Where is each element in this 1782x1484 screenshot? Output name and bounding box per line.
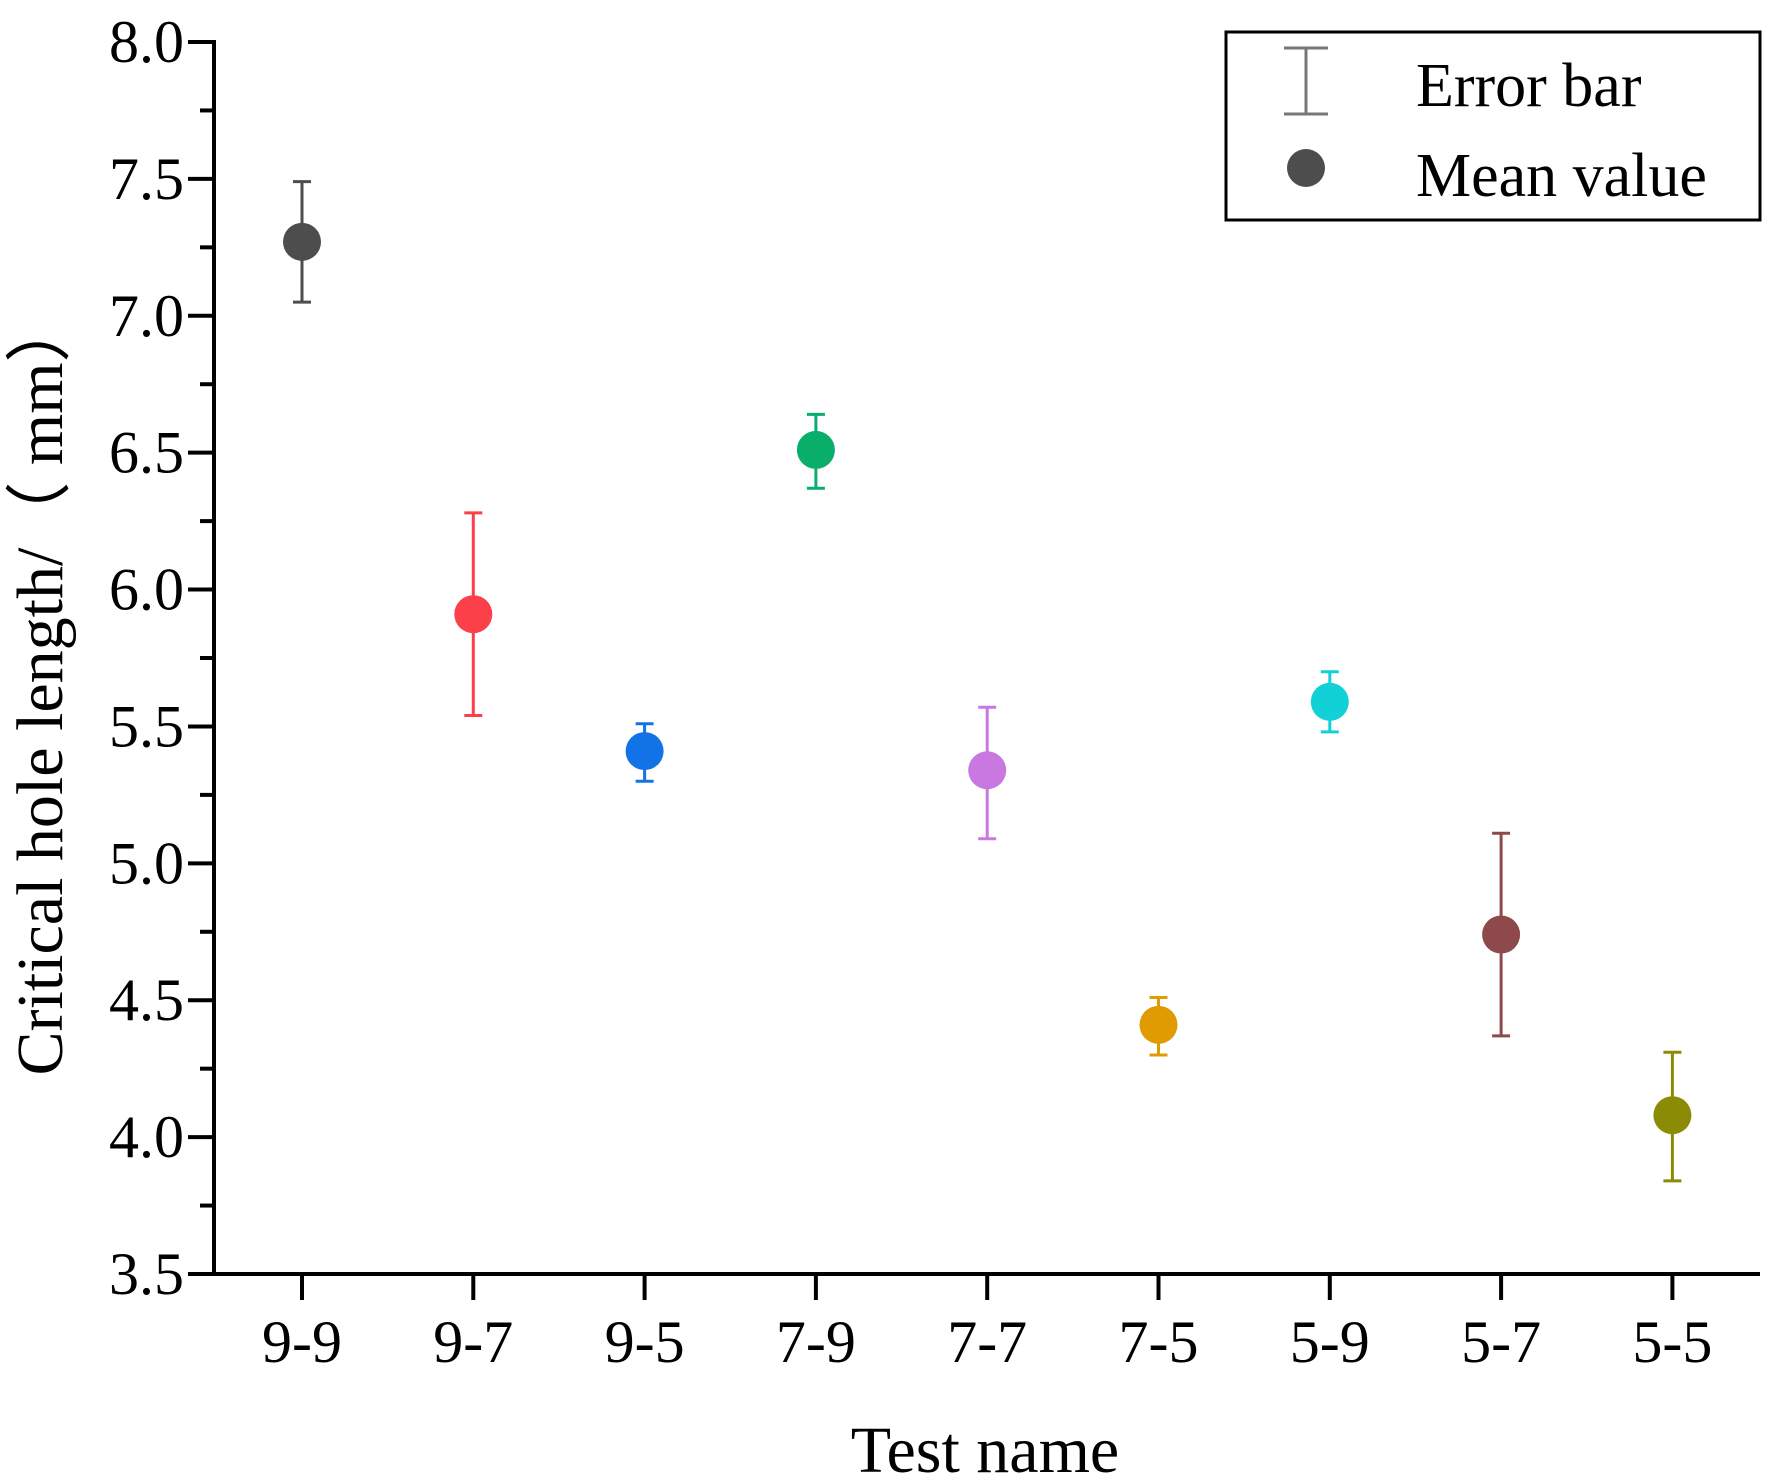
legend-error-bar-symbol — [1284, 46, 1328, 116]
y-axis: 3.5 4.0 4.5 5.0 5.5 6.0 6.5 7.0 7.5 8.0 — [109, 9, 216, 1307]
mean-marker — [796, 430, 835, 469]
y-tick-label: 5.0 — [109, 830, 184, 896]
data-point-5-5 — [1653, 1050, 1692, 1183]
legend-label-mean-value: Mean value — [1416, 142, 1707, 210]
y-tick-label: 5.5 — [109, 693, 184, 759]
data-point-9-9 — [283, 180, 321, 304]
mean-marker — [283, 222, 321, 261]
data-point-5-9 — [1310, 670, 1349, 734]
plot-marks — [283, 180, 1692, 1183]
legend-label-error-bar: Error bar — [1416, 52, 1642, 120]
y-tick-label: 4.5 — [109, 967, 184, 1033]
x-tick-label: 9-5 — [605, 1309, 685, 1375]
y-tick-label: 3.5 — [109, 1241, 184, 1307]
y-axis-title: Critical hole length/（ mm） — [4, 296, 77, 1075]
x-tick-label: 9-9 — [262, 1309, 342, 1375]
data-point-9-7 — [454, 511, 493, 717]
x-tick-label: 5-7 — [1461, 1309, 1541, 1375]
x-tick-label: 9-7 — [433, 1309, 513, 1375]
mean-marker — [454, 595, 493, 634]
legend-box — [1224, 30, 1762, 222]
y-tick-label: 4.0 — [109, 1104, 184, 1170]
data-point-7-9 — [796, 412, 835, 490]
x-tick-label: 7-7 — [947, 1309, 1027, 1375]
x-tick-label: 5-5 — [1632, 1309, 1712, 1375]
x-axis-title: Test name — [851, 1414, 1119, 1484]
y-tick-label: 7.0 — [109, 283, 184, 349]
mean-marker — [1139, 1005, 1178, 1044]
data-point-7-7 — [968, 705, 1007, 841]
x-tick-label: 7-5 — [1119, 1309, 1199, 1375]
y-tick-label: 6.0 — [109, 557, 184, 623]
data-point-9-5 — [625, 722, 664, 783]
legend: Error bar Mean value — [1224, 30, 1762, 222]
mean-marker — [1482, 915, 1521, 954]
data-point-7-5 — [1139, 995, 1178, 1057]
x-tick-label: 5-9 — [1290, 1309, 1370, 1375]
y-tick-label: 7.5 — [109, 146, 184, 212]
x-axis: 9-9 9-7 9-5 7-9 7-7 7-5 5-9 5-7 5-5 — [212, 1272, 1760, 1375]
mean-marker — [1310, 682, 1349, 721]
mean-marker — [625, 732, 664, 771]
y-tick-label: 8.0 — [109, 9, 184, 75]
mean-marker — [968, 751, 1007, 790]
x-tick-label: 7-9 — [776, 1309, 856, 1375]
y-tick-label: 6.5 — [109, 420, 184, 486]
mean-marker — [1653, 1096, 1692, 1135]
data-point-5-7 — [1482, 831, 1521, 1038]
legend-mean-value-symbol — [1287, 149, 1325, 187]
